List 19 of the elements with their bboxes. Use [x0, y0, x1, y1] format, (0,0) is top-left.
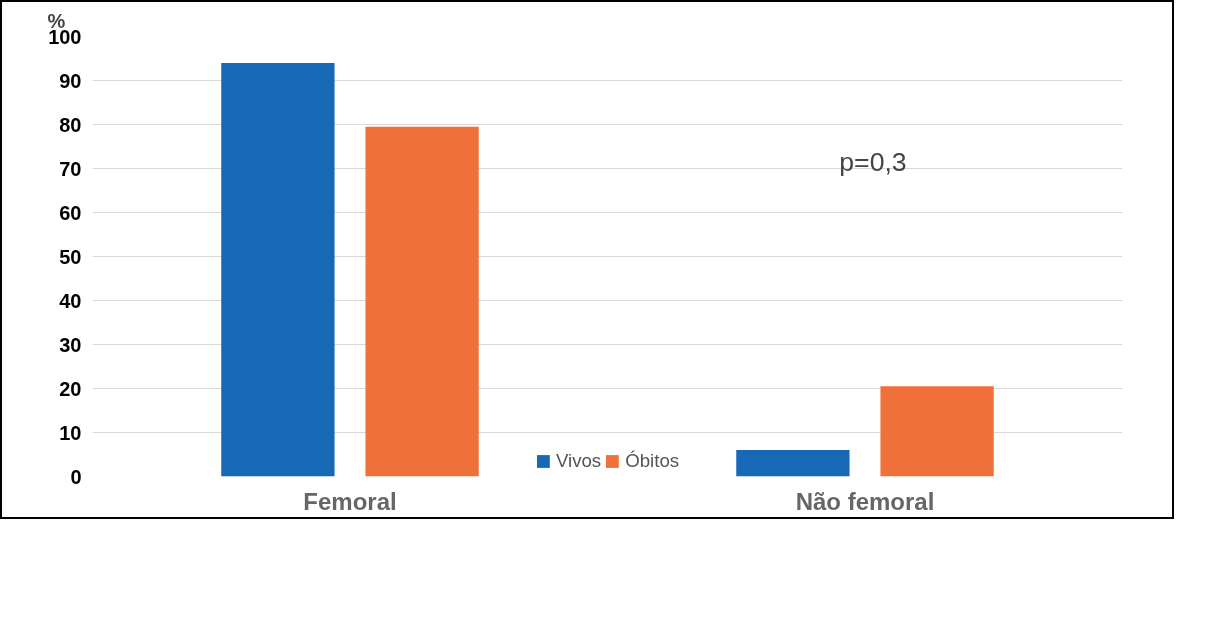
legend-label: Vivos	[555, 450, 602, 472]
bar	[221, 62, 335, 477]
y-tick-label: 30	[59, 333, 82, 356]
bar	[365, 126, 479, 477]
x-tick-label: Femoral	[303, 487, 397, 515]
y-tick-label: 80	[59, 113, 82, 136]
y-tick-label: 50	[59, 245, 82, 268]
y-tick-label: 40	[59, 289, 82, 312]
y-tick-label: 90	[59, 69, 82, 92]
x-tick-label: Não femoral	[795, 487, 935, 515]
y-tick-label: 10	[59, 421, 82, 444]
y-tick-label: 70	[59, 157, 82, 180]
bar	[736, 450, 850, 477]
y-tick-label: 60	[59, 201, 82, 224]
bar	[880, 386, 994, 477]
y-tick-label: 20	[59, 377, 82, 400]
annotation: p=0,3	[839, 147, 907, 178]
legend-label: Óbitos	[625, 450, 680, 472]
y-tick-label: 0	[70, 465, 82, 488]
